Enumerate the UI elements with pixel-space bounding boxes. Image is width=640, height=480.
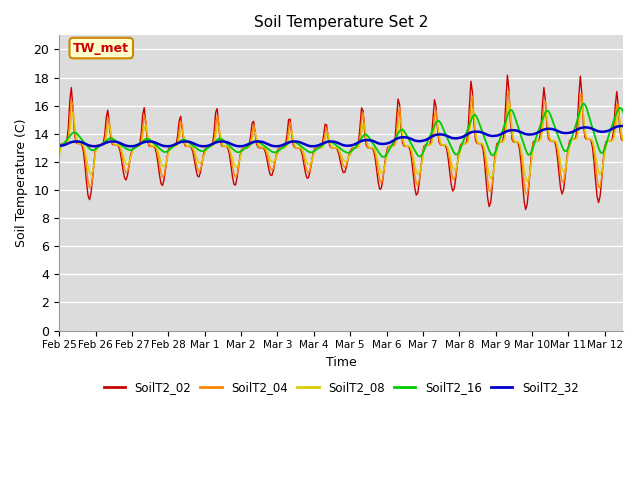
SoilT2_32 (75, 139, 83, 144)
SoilT2_32 (558, 130, 566, 135)
SoilT2_08 (75, 141, 83, 146)
SoilT2_08 (560, 169, 568, 175)
SoilT2_32 (618, 123, 625, 129)
SoilT2_16 (558, 144, 566, 150)
SoilT2_04 (355, 144, 362, 149)
SoilT2_04 (560, 179, 568, 185)
SoilT2_02 (55, 147, 63, 153)
SoilT2_04 (75, 141, 83, 146)
SoilT2_02 (522, 207, 529, 213)
Y-axis label: Soil Temperature (C): Soil Temperature (C) (15, 119, 28, 247)
SoilT2_02 (355, 140, 362, 145)
SoilT2_08 (355, 144, 362, 150)
SoilT2_08 (93, 145, 101, 151)
SoilT2_02 (560, 187, 568, 192)
Line: SoilT2_02: SoilT2_02 (59, 75, 640, 210)
Legend: SoilT2_02, SoilT2_04, SoilT2_08, SoilT2_16, SoilT2_32: SoilT2_02, SoilT2_04, SoilT2_08, SoilT2_… (99, 376, 583, 398)
SoilT2_16 (637, 146, 640, 152)
SoilT2_04 (636, 156, 640, 162)
Line: SoilT2_16: SoilT2_16 (59, 104, 640, 157)
SoilT2_04 (524, 192, 531, 198)
X-axis label: Time: Time (326, 356, 356, 369)
SoilT2_32 (236, 144, 244, 149)
SoilT2_08 (55, 153, 63, 159)
SoilT2_08 (505, 100, 513, 106)
SoilT2_02 (470, 120, 478, 126)
Line: SoilT2_04: SoilT2_04 (59, 91, 640, 195)
SoilT2_16 (55, 144, 63, 149)
SoilT2_08 (637, 149, 640, 155)
SoilT2_32 (472, 129, 479, 134)
SoilT2_04 (637, 146, 640, 152)
SoilT2_32 (55, 143, 63, 149)
SoilT2_32 (93, 143, 101, 149)
SoilT2_32 (637, 129, 640, 134)
Line: SoilT2_08: SoilT2_08 (59, 103, 640, 181)
SoilT2_04 (470, 114, 478, 120)
SoilT2_16 (355, 140, 362, 145)
SoilT2_04 (505, 88, 513, 94)
SoilT2_04 (55, 150, 63, 156)
SoilT2_02 (504, 72, 511, 78)
SoilT2_16 (93, 145, 101, 151)
SoilT2_32 (356, 139, 364, 144)
SoilT2_08 (636, 157, 640, 163)
SoilT2_16 (636, 146, 640, 152)
SoilT2_08 (524, 179, 531, 184)
Title: Soil Temperature Set 2: Soil Temperature Set 2 (254, 15, 428, 30)
SoilT2_08 (470, 112, 478, 118)
SoilT2_16 (580, 101, 588, 107)
SoilT2_16 (379, 154, 387, 160)
SoilT2_04 (93, 143, 101, 149)
SoilT2_16 (472, 112, 479, 118)
SoilT2_16 (75, 133, 83, 139)
Line: SoilT2_32: SoilT2_32 (59, 126, 640, 146)
SoilT2_02 (637, 144, 640, 149)
SoilT2_02 (93, 143, 101, 148)
SoilT2_02 (636, 154, 640, 160)
SoilT2_32 (636, 129, 640, 134)
SoilT2_02 (75, 141, 83, 146)
Text: TW_met: TW_met (73, 42, 129, 55)
